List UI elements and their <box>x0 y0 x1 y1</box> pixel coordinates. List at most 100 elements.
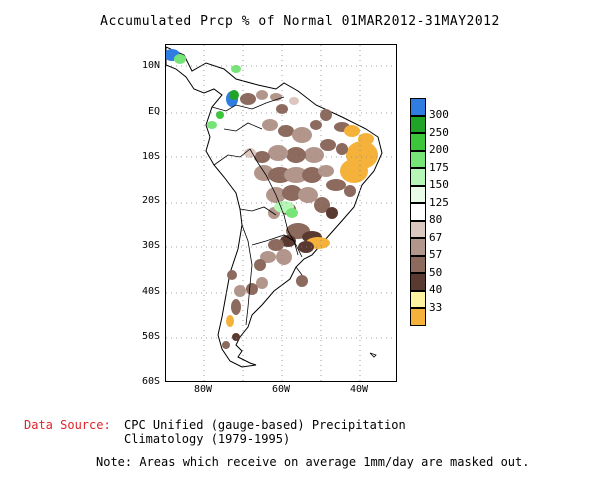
anomaly-patch <box>340 159 368 183</box>
anomaly-patches <box>166 49 378 349</box>
anomaly-patch <box>326 179 346 191</box>
anomaly-patch <box>314 197 330 213</box>
legend-row: 67 <box>410 220 490 244</box>
lon-label-80w: 80W <box>193 384 213 395</box>
lat-label-10s: 10S <box>141 151 160 162</box>
anomaly-patch <box>240 93 256 105</box>
data-source-key: Data Source: <box>24 418 111 432</box>
map-canvas <box>166 45 396 381</box>
anomaly-patch <box>207 121 217 129</box>
legend-label: 175 <box>429 160 449 174</box>
legend-swatch <box>410 98 426 116</box>
legend-label: 57 <box>429 248 443 261</box>
legend-row: 80 <box>410 203 490 226</box>
anomaly-patch <box>276 104 288 114</box>
legend-swatch <box>410 255 426 273</box>
anomaly-patch <box>231 65 241 73</box>
anomaly-patch <box>282 185 302 201</box>
lat-label-60s: 60S <box>141 376 160 387</box>
anomaly-patch <box>298 187 318 203</box>
legend-label: 33 <box>429 300 443 314</box>
anomaly-patch <box>336 143 348 155</box>
anomaly-patch <box>232 333 240 341</box>
anomaly-patch <box>222 341 230 349</box>
legend-label: 200 <box>429 143 449 156</box>
data-source-line2: Climatology (1979-1995) <box>124 432 291 446</box>
legend-row <box>410 308 490 326</box>
anomaly-patch <box>304 147 324 163</box>
anomaly-patch <box>256 277 268 289</box>
precipitation-map <box>165 44 397 382</box>
legend-swatch <box>410 185 426 203</box>
legend-swatch <box>410 238 426 256</box>
legend-row: 150 <box>410 168 490 191</box>
legend-label: 150 <box>429 178 449 191</box>
legend-swatch <box>410 150 426 168</box>
anomaly-patch <box>344 125 360 137</box>
legend-row: 57 <box>410 238 490 261</box>
anomaly-patch <box>226 315 234 327</box>
lon-label-60w: 60W <box>271 384 291 395</box>
legend-label: 50 <box>429 265 443 279</box>
footnote: Note: Areas which receive on average 1mm… <box>96 455 530 469</box>
legend-swatch <box>410 168 426 186</box>
legend-row: 33 <box>410 290 490 314</box>
anomaly-patch <box>318 165 334 177</box>
legend-label: 67 <box>429 230 443 244</box>
legend-swatch <box>410 133 426 151</box>
data-source-line1: CPC Unified (gauge-based) Precipitation <box>124 418 406 432</box>
anomaly-patch <box>262 119 278 131</box>
anomaly-patch <box>216 111 224 119</box>
legend-label: 40 <box>429 283 443 296</box>
lat-label-50s: 50S <box>141 331 160 342</box>
anomaly-patch <box>268 239 284 251</box>
legend-row: 175 <box>410 150 490 174</box>
anomaly-patch <box>229 90 239 100</box>
lat-label-10n: 10N <box>141 60 160 71</box>
anomaly-patch <box>268 145 288 161</box>
anomaly-patch <box>254 259 266 271</box>
country-borders <box>211 96 303 326</box>
legend-row: 50 <box>410 255 490 279</box>
anomaly-patch <box>284 167 308 183</box>
data-source: Data Source: CPC Unified (gauge-based) P… <box>24 418 406 446</box>
legend-swatch <box>410 220 426 238</box>
lat-label-30s: 30S <box>141 240 160 251</box>
data-source-value: CPC Unified (gauge-based) Precipitation … <box>124 418 444 446</box>
anomaly-patch <box>302 167 322 183</box>
anomaly-patch <box>289 97 299 105</box>
anomaly-patch <box>286 208 298 218</box>
color-legend: 300 250 200 175 150 125 80 67 57 50 40 33 <box>410 98 490 326</box>
lat-label-40s: 40S <box>141 286 160 297</box>
legend-row: 125 <box>410 185 490 209</box>
anomaly-patch <box>286 147 306 163</box>
anomaly-patch <box>227 270 237 280</box>
legend-row: 40 <box>410 273 490 296</box>
legend-swatch <box>410 115 426 133</box>
legend-row: 200 <box>410 133 490 156</box>
legend-swatch <box>410 308 426 326</box>
legend-label: 125 <box>429 195 449 209</box>
legend-swatch <box>410 290 426 308</box>
anomaly-patch <box>320 139 336 151</box>
anomaly-patch <box>292 127 312 143</box>
legend-swatch <box>410 203 426 221</box>
anomaly-patch <box>326 207 338 219</box>
legend-label: 300 <box>429 108 449 121</box>
legend-row: 300 <box>410 98 490 121</box>
anomaly-patch <box>174 54 186 64</box>
map-grid <box>166 45 396 381</box>
anomaly-patch <box>296 275 308 287</box>
anomaly-patch <box>256 90 268 100</box>
anomaly-patch <box>231 299 241 315</box>
anomaly-patch <box>276 249 292 265</box>
legend-row: 250 <box>410 115 490 139</box>
lat-label-eq: EQ <box>147 106 160 117</box>
anomaly-patch <box>344 185 356 197</box>
map-title: Accumulated Prcp % of Normal 01MAR2012-3… <box>100 14 500 29</box>
anomaly-patch <box>320 109 332 121</box>
anomaly-patch <box>260 251 276 263</box>
anomaly-patch <box>278 125 294 137</box>
anomaly-patch <box>234 285 246 297</box>
anomaly-patch <box>310 120 322 130</box>
